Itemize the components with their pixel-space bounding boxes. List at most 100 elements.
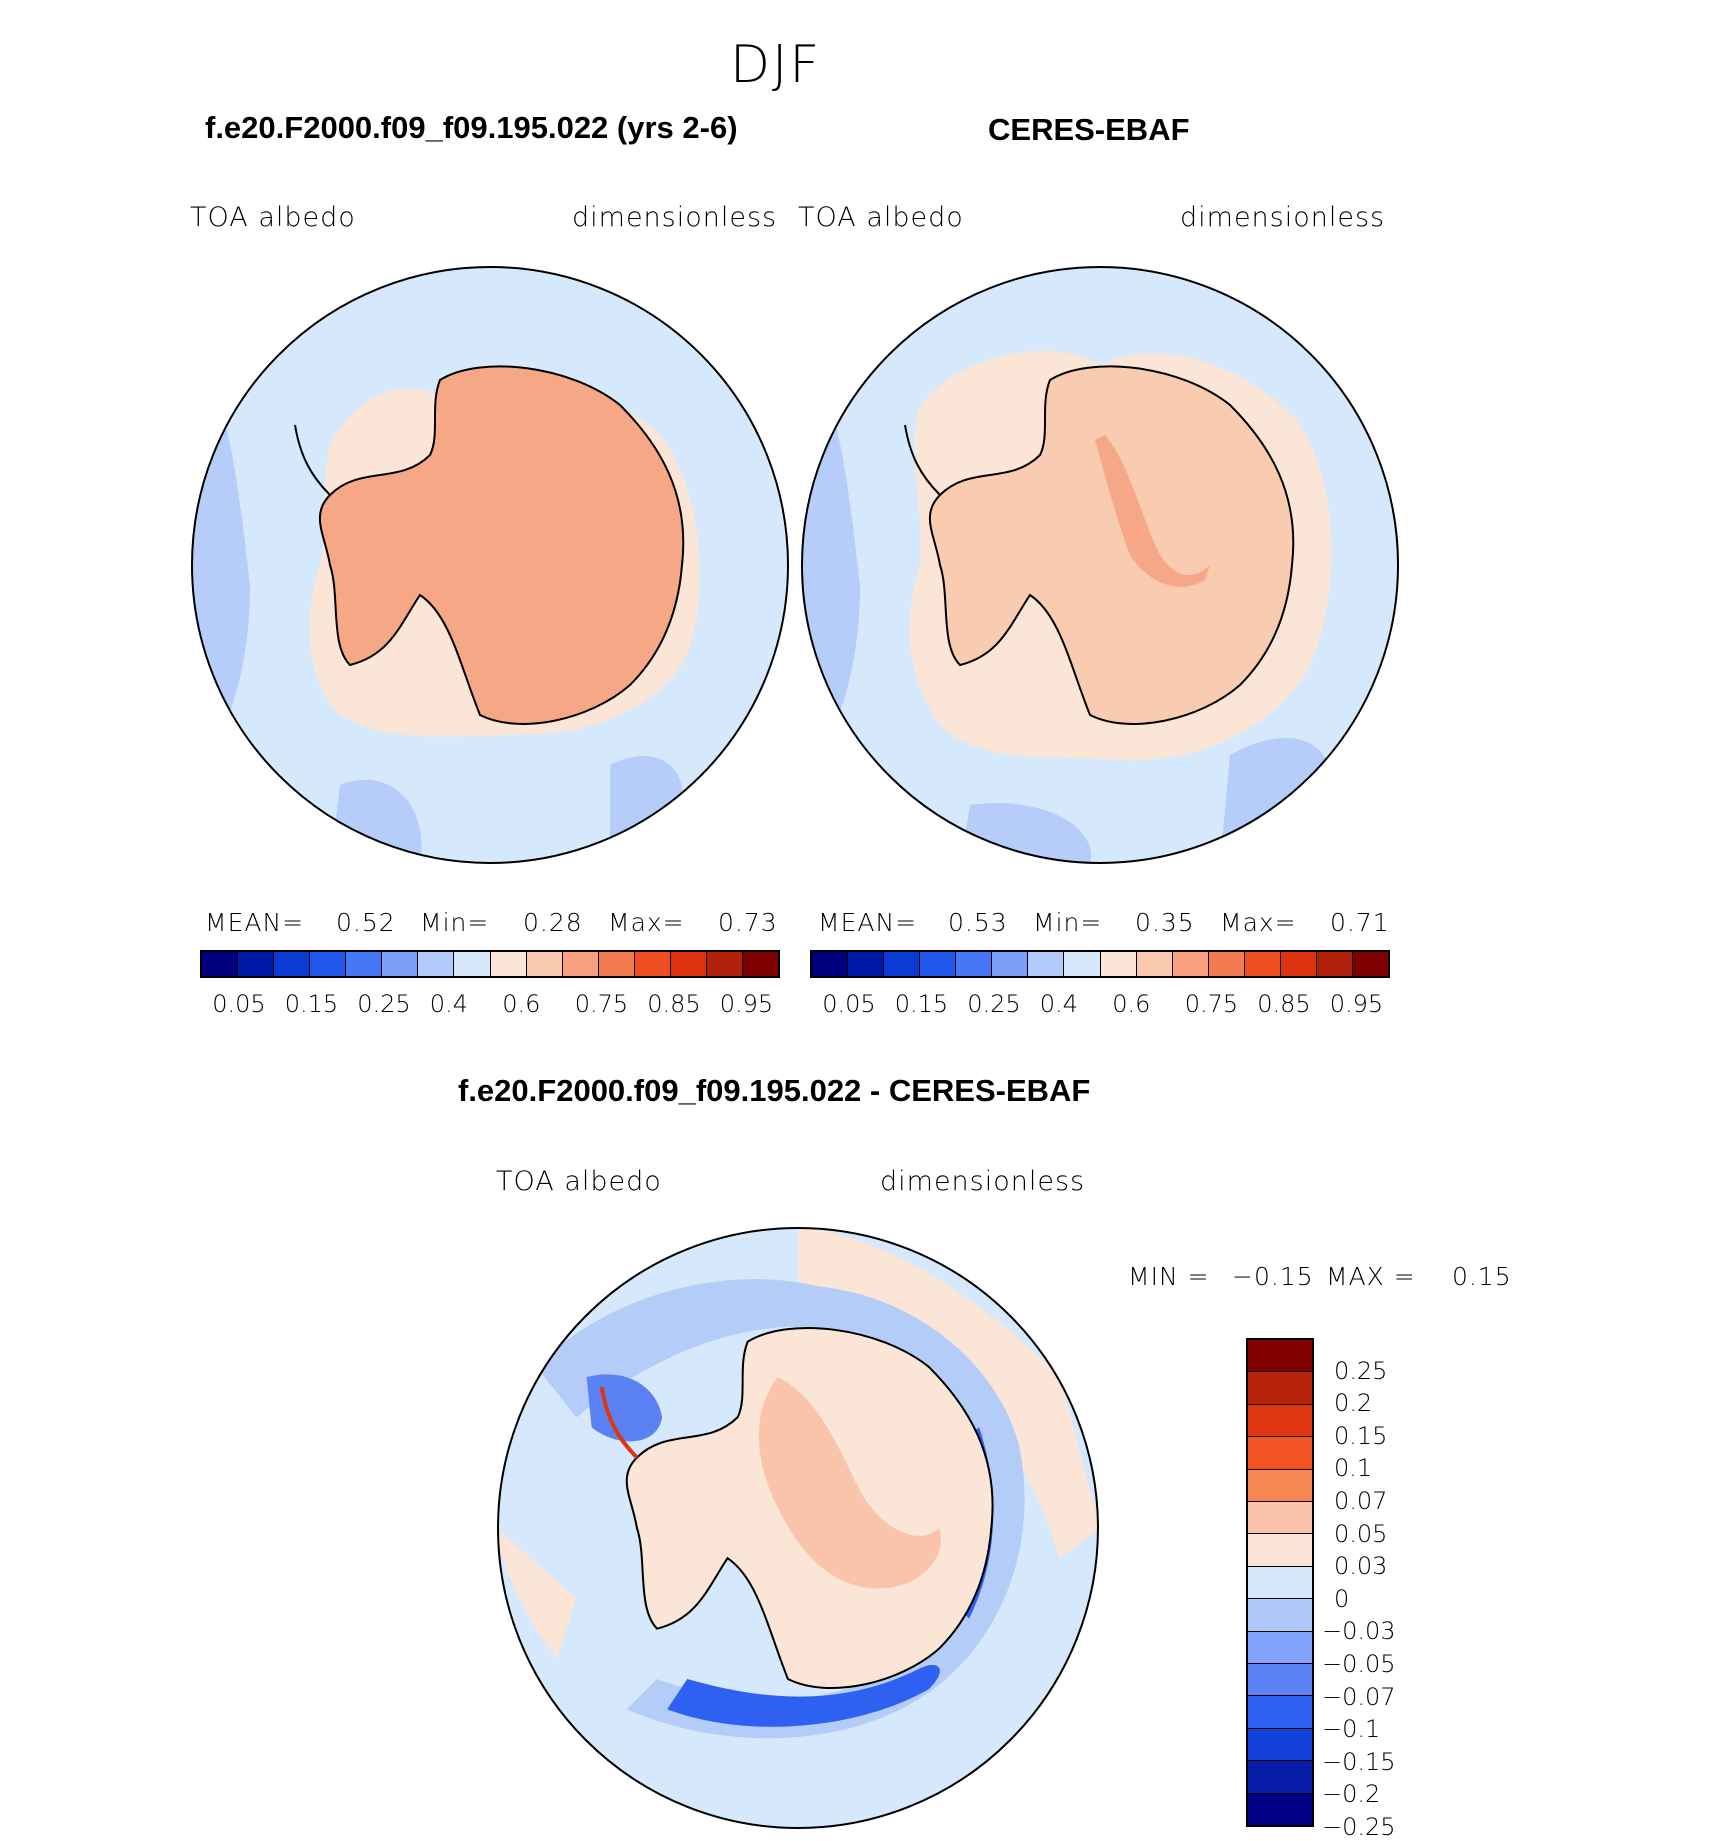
colorbar-swatch bbox=[1248, 1404, 1312, 1438]
diff-polar-map bbox=[497, 1227, 1099, 1829]
diff-min-value: −0.15 bbox=[1232, 1262, 1314, 1291]
coastline bbox=[625, 1327, 994, 1689]
colorbar-tick-label: 0.85 bbox=[647, 990, 701, 1018]
colorbar-tick-label: 0.4 bbox=[1039, 990, 1078, 1018]
colorbar-swatch bbox=[634, 952, 671, 976]
colorbar-swatch bbox=[598, 952, 635, 976]
colorbar-tick-label: 0.6 bbox=[502, 990, 541, 1018]
map-boundary bbox=[191, 266, 789, 864]
colorbar-swatch bbox=[1064, 952, 1101, 976]
obs-units-label: dimensionless bbox=[1180, 202, 1386, 233]
colorbar-swatch bbox=[706, 952, 743, 976]
diff-max-label: MAX = bbox=[1326, 1262, 1416, 1291]
colorbar-swatch bbox=[742, 952, 778, 976]
colorbar-swatch bbox=[1248, 1469, 1312, 1503]
colorbar-swatch bbox=[1248, 1793, 1312, 1826]
antarctica-landmass bbox=[929, 366, 1294, 724]
model-min-label: Min= bbox=[420, 908, 490, 937]
colorbar-tick-label: 0.75 bbox=[574, 990, 629, 1018]
ocean-band-mid bbox=[1220, 738, 1333, 863]
model-mean-value: 0.52 bbox=[336, 908, 396, 937]
colorbar-tick-label: 0.05 bbox=[212, 990, 266, 1018]
colorbar-tick-label: 0.95 bbox=[1329, 990, 1384, 1018]
peninsula-coastline bbox=[294, 424, 331, 496]
obs-mean-label: MEAN= bbox=[818, 908, 918, 937]
colorbar-swatch bbox=[1248, 1372, 1312, 1405]
colorbar-tick-label: −0.15 bbox=[1322, 1747, 1396, 1776]
colorbar-swatch bbox=[992, 952, 1029, 976]
colorbar-tick-label: 0.25 bbox=[967, 990, 1021, 1018]
model-units-label: dimensionless bbox=[572, 202, 778, 233]
diff-units-label: dimensionless bbox=[880, 1166, 1086, 1197]
obs-variable-label: TOA albedo bbox=[798, 202, 964, 233]
colorbar-swatch bbox=[1248, 1664, 1312, 1697]
colorbar-swatch bbox=[1248, 1761, 1312, 1794]
colorbar-tick-label: −0.07 bbox=[1322, 1682, 1396, 1711]
colorbar-tick-label: 0.4 bbox=[429, 990, 468, 1018]
colorbar-swatch bbox=[1248, 1631, 1312, 1665]
colorbar-tick-label: 0.95 bbox=[719, 990, 774, 1018]
colorbar-tick-label: 0.05 bbox=[1334, 1519, 1388, 1548]
colorbar-tick-label: 0 bbox=[1334, 1584, 1350, 1613]
colorbar-swatch bbox=[956, 952, 993, 976]
colorbar-tick-label: −0.03 bbox=[1322, 1617, 1396, 1646]
colorbar-tick-label: −0.05 bbox=[1322, 1650, 1396, 1678]
model-max-value: 0.73 bbox=[718, 908, 778, 937]
colorbar-swatch bbox=[1248, 1599, 1312, 1632]
colorbar-swatch bbox=[920, 952, 957, 976]
coastline bbox=[318, 365, 685, 725]
plateau-positive-region bbox=[758, 1377, 941, 1589]
colorbar-tick-label: 0.85 bbox=[1257, 990, 1311, 1018]
obs-max-label: Max= bbox=[1220, 908, 1297, 937]
colorbar-tick-label: 0.25 bbox=[1334, 1356, 1388, 1385]
colorbar-tick-label: 0.03 bbox=[1334, 1552, 1388, 1581]
colorbar-swatch bbox=[812, 952, 849, 976]
colorbar-swatch bbox=[454, 952, 491, 976]
colorbar-tick-label: −0.1 bbox=[1322, 1715, 1381, 1744]
colorbar-swatch bbox=[418, 952, 455, 976]
diff-max-value: 0.15 bbox=[1452, 1262, 1512, 1291]
model-colorbar bbox=[200, 950, 780, 978]
obs-min-label: Min= bbox=[1033, 908, 1103, 937]
obs-panel-title: CERES-EBAF bbox=[988, 112, 1190, 147]
colorbar-tick-label: 0.75 bbox=[1184, 990, 1239, 1018]
colorbar-tick-label: 0.2 bbox=[1334, 1389, 1373, 1418]
coastal-positive-edge bbox=[599, 1386, 639, 1459]
obs-colorbar bbox=[810, 950, 1390, 978]
model-mean-label: MEAN= bbox=[205, 908, 305, 937]
obs-min-value: 0.35 bbox=[1135, 908, 1195, 937]
colorbar-tick-label: 0.15 bbox=[894, 990, 949, 1018]
model-polar-map bbox=[191, 266, 789, 864]
model-variable-label: TOA albedo bbox=[190, 202, 356, 233]
colorbar-swatch bbox=[346, 952, 383, 976]
colorbar-swatch bbox=[562, 952, 599, 976]
colorbar-tick-label: −0.2 bbox=[1322, 1780, 1381, 1809]
colorbar-swatch bbox=[1244, 952, 1281, 976]
colorbar-swatch bbox=[382, 952, 419, 976]
colorbar-swatch bbox=[1248, 1340, 1312, 1373]
colorbar-swatch bbox=[1172, 952, 1209, 976]
colorbar-swatch bbox=[238, 952, 275, 976]
colorbar-swatch bbox=[1248, 1502, 1312, 1535]
colorbar-tick-label: 0.15 bbox=[284, 990, 339, 1018]
diff-panel-title: f.e20.F2000.f09_f09.195.022 - CERES-EBAF bbox=[458, 1073, 1091, 1108]
colorbar-swatch bbox=[884, 952, 921, 976]
colorbar-swatch bbox=[1248, 1534, 1312, 1567]
colorbar-tick-label: 0.07 bbox=[1334, 1487, 1388, 1515]
colorbar-swatch bbox=[310, 952, 347, 976]
colorbar-swatch bbox=[1280, 952, 1317, 976]
obs-max-value: 0.71 bbox=[1330, 908, 1390, 937]
colorbar-tick-label: 0.6 bbox=[1112, 990, 1151, 1018]
colorbar-swatch bbox=[1208, 952, 1245, 976]
ocean-band-mid bbox=[610, 756, 683, 863]
obs-mean-value: 0.53 bbox=[948, 908, 1008, 937]
diff-min-label: MIN = bbox=[1128, 1262, 1210, 1291]
colorbar-swatch bbox=[274, 952, 311, 976]
colorbar-swatch bbox=[490, 952, 527, 976]
strong-negative-region bbox=[667, 1664, 940, 1727]
obs-polar-map bbox=[801, 266, 1399, 864]
colorbar-swatch bbox=[1248, 1437, 1312, 1470]
map-boundary bbox=[497, 1227, 1099, 1829]
peninsula-coastline bbox=[904, 424, 941, 496]
positive-diff-region bbox=[498, 1528, 577, 1659]
